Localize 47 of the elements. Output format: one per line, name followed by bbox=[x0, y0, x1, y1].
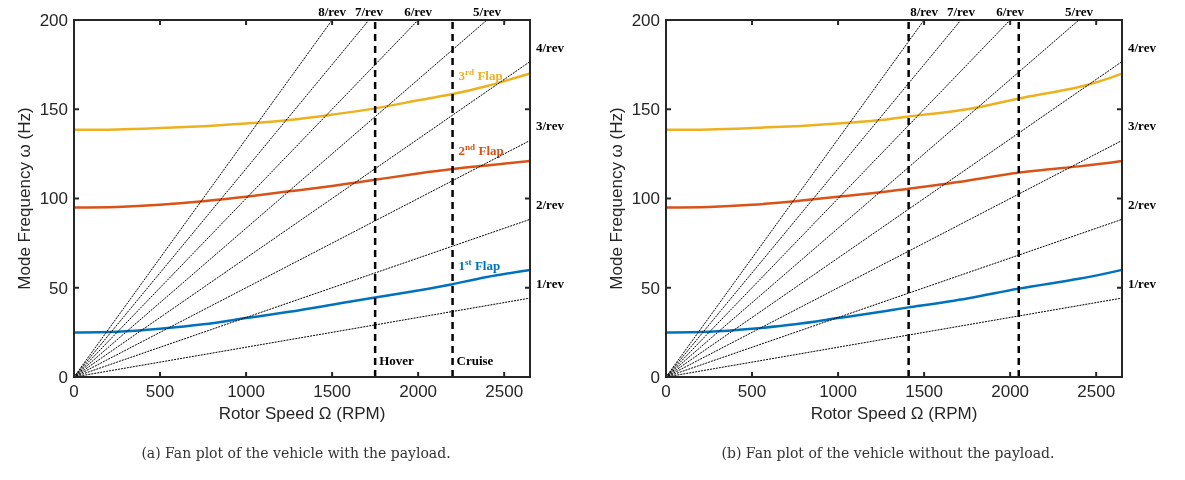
x-tick-label: 1000 bbox=[227, 382, 265, 401]
text: (a) Fan plot of the vehicle with the payload. bbox=[141, 445, 451, 461]
series-label: 7/rev bbox=[946, 4, 976, 19]
y-tick-label: 50 bbox=[641, 278, 660, 298]
series-label: 5/rev bbox=[473, 4, 502, 19]
series-label: 3/rev bbox=[536, 118, 565, 134]
series-label: 5/rev bbox=[1065, 4, 1094, 19]
series-label: 7/rev bbox=[354, 4, 384, 19]
x-tick-label: 1000 bbox=[819, 382, 857, 401]
series-label: 6/rev bbox=[996, 4, 1025, 19]
series-label: 8/rev bbox=[910, 4, 939, 19]
x-tick-label: 2000 bbox=[991, 382, 1030, 401]
series-label: 8/rev bbox=[318, 4, 347, 19]
x-axis-title: Rotor Speed Ω (RPM) bbox=[218, 404, 386, 423]
y-tick-label: 200 bbox=[39, 10, 68, 30]
x-tick-label: 500 bbox=[145, 382, 175, 401]
y-tick-label: 200 bbox=[631, 10, 660, 30]
y-tick-label: 0 bbox=[650, 367, 660, 387]
series-label: 3/rev bbox=[1128, 118, 1157, 134]
ref-line-label: Hover bbox=[379, 353, 415, 368]
x-tick-label: 500 bbox=[737, 382, 767, 401]
series-label: 4/rev bbox=[1128, 39, 1157, 55]
x-tick-label: 2000 bbox=[399, 382, 438, 401]
y-axis-title: Mode Frequency ω (Hz) bbox=[15, 107, 34, 290]
x-tick-label: 1500 bbox=[905, 382, 944, 401]
series-label: 3$^{rd}$ Flap bbox=[458, 67, 503, 84]
series-label: 4/rev bbox=[536, 39, 565, 55]
series-label: 2/rev bbox=[536, 197, 565, 213]
x-tick-label: 1500 bbox=[313, 382, 352, 401]
series-label: 1$^{st}$ Flap bbox=[458, 257, 501, 274]
series-label: 1/rev bbox=[1128, 276, 1157, 292]
y-axis-title: Mode Frequency ω (Hz) bbox=[607, 107, 626, 290]
x-tick-label: 2500 bbox=[1077, 382, 1116, 401]
series-label: 6/rev bbox=[404, 4, 433, 19]
series-label: 1/rev bbox=[536, 276, 565, 292]
x-tick-label: 2500 bbox=[485, 382, 524, 401]
ref-line-label: Cruise bbox=[456, 353, 494, 368]
series-label: 2/rev bbox=[1128, 197, 1157, 213]
y-tick-label: 0 bbox=[58, 367, 68, 387]
y-tick-label: 50 bbox=[49, 278, 68, 298]
series-label: 2$^{nd}$ Flap bbox=[458, 142, 504, 159]
y-tick-label: 100 bbox=[39, 189, 68, 209]
text: (b) Fan plot of the vehicle without the payload. bbox=[721, 445, 1055, 461]
y-tick-label: 150 bbox=[631, 100, 660, 120]
x-axis-title: Rotor Speed Ω (RPM) bbox=[810, 404, 978, 423]
y-tick-label: 150 bbox=[39, 100, 68, 120]
y-tick-label: 100 bbox=[631, 189, 660, 209]
